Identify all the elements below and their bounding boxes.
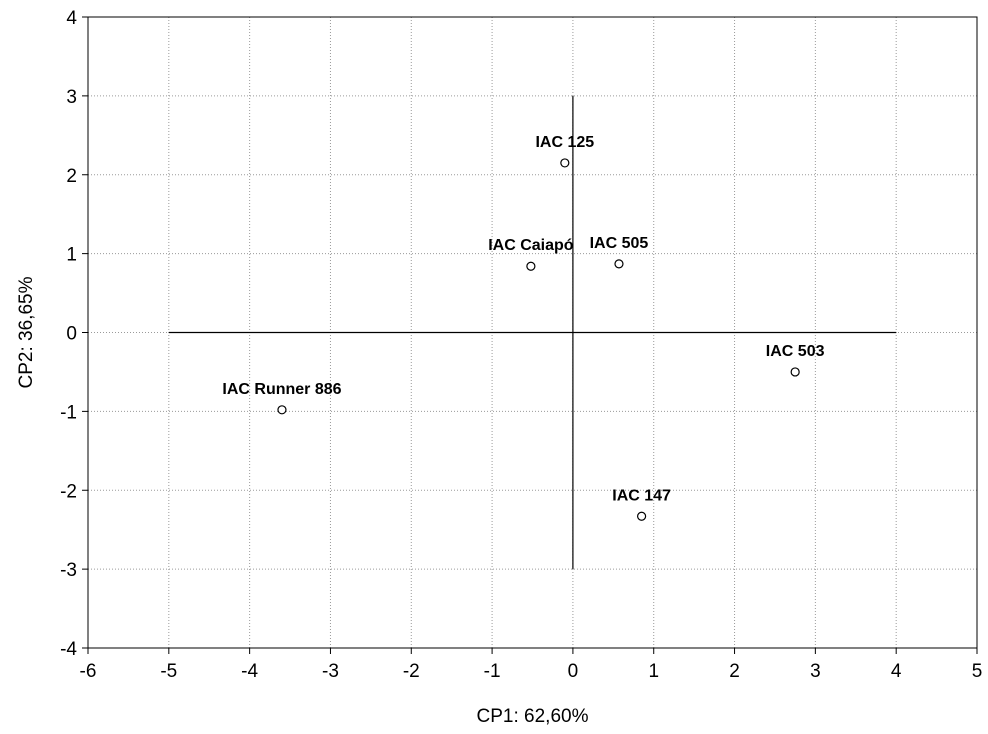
x-tick-label: -3	[322, 661, 339, 682]
y-tick-label: 1	[66, 245, 77, 266]
x-tick-label: 5	[972, 661, 983, 682]
x-tick-label: -6	[80, 661, 97, 682]
data-point	[526, 261, 536, 271]
data-point-label: IAC 147	[612, 487, 671, 504]
data-point	[560, 158, 570, 168]
data-point-label: IAC Caiapó	[488, 237, 574, 254]
x-tick-label: -4	[241, 661, 258, 682]
x-tick-label: 3	[810, 661, 821, 682]
y-axis-title: CP2: 36,65%	[16, 276, 37, 388]
x-tick-label: -5	[160, 661, 177, 682]
y-tick-label: 3	[66, 87, 77, 108]
reference-lines	[168, 95, 897, 570]
data-point-label: IAC 505	[590, 235, 649, 252]
y-tick-label: 2	[66, 166, 77, 187]
x-tick-label: 2	[729, 661, 740, 682]
y-tick-label: -3	[60, 560, 77, 581]
x-tick-label: -1	[484, 661, 501, 682]
data-point	[637, 511, 647, 521]
x-tick-label: 1	[648, 661, 659, 682]
x-tick-label: -2	[403, 661, 420, 682]
data-points: IAC 125 IAC Caiapó IAC 505 IAC 503 IAC Runne…	[222, 134, 825, 521]
y-tick-label: -1	[60, 402, 77, 423]
y-tick-label: 0	[66, 324, 77, 345]
data-point-label: IAC 125	[535, 134, 594, 151]
y-tick-label: -4	[60, 639, 77, 660]
y-tick-label: 4	[66, 8, 77, 29]
data-point-label: IAC Runner 886	[222, 381, 341, 398]
y-tick-label: -2	[60, 481, 77, 502]
x-tick-label: 0	[568, 661, 579, 682]
data-point	[277, 405, 287, 415]
data-point	[614, 259, 624, 269]
data-point	[790, 367, 800, 377]
data-point-label: IAC 503	[766, 343, 825, 360]
axis-ticks: -6 -5 -4 -3 -2 -1 0 1 2 3 4 5 -4 -3 -2 -1 0 1 2 3 4	[60, 8, 982, 682]
x-tick-label: 4	[891, 661, 902, 682]
x-axis-title: CP1: 62,60%	[477, 706, 589, 727]
